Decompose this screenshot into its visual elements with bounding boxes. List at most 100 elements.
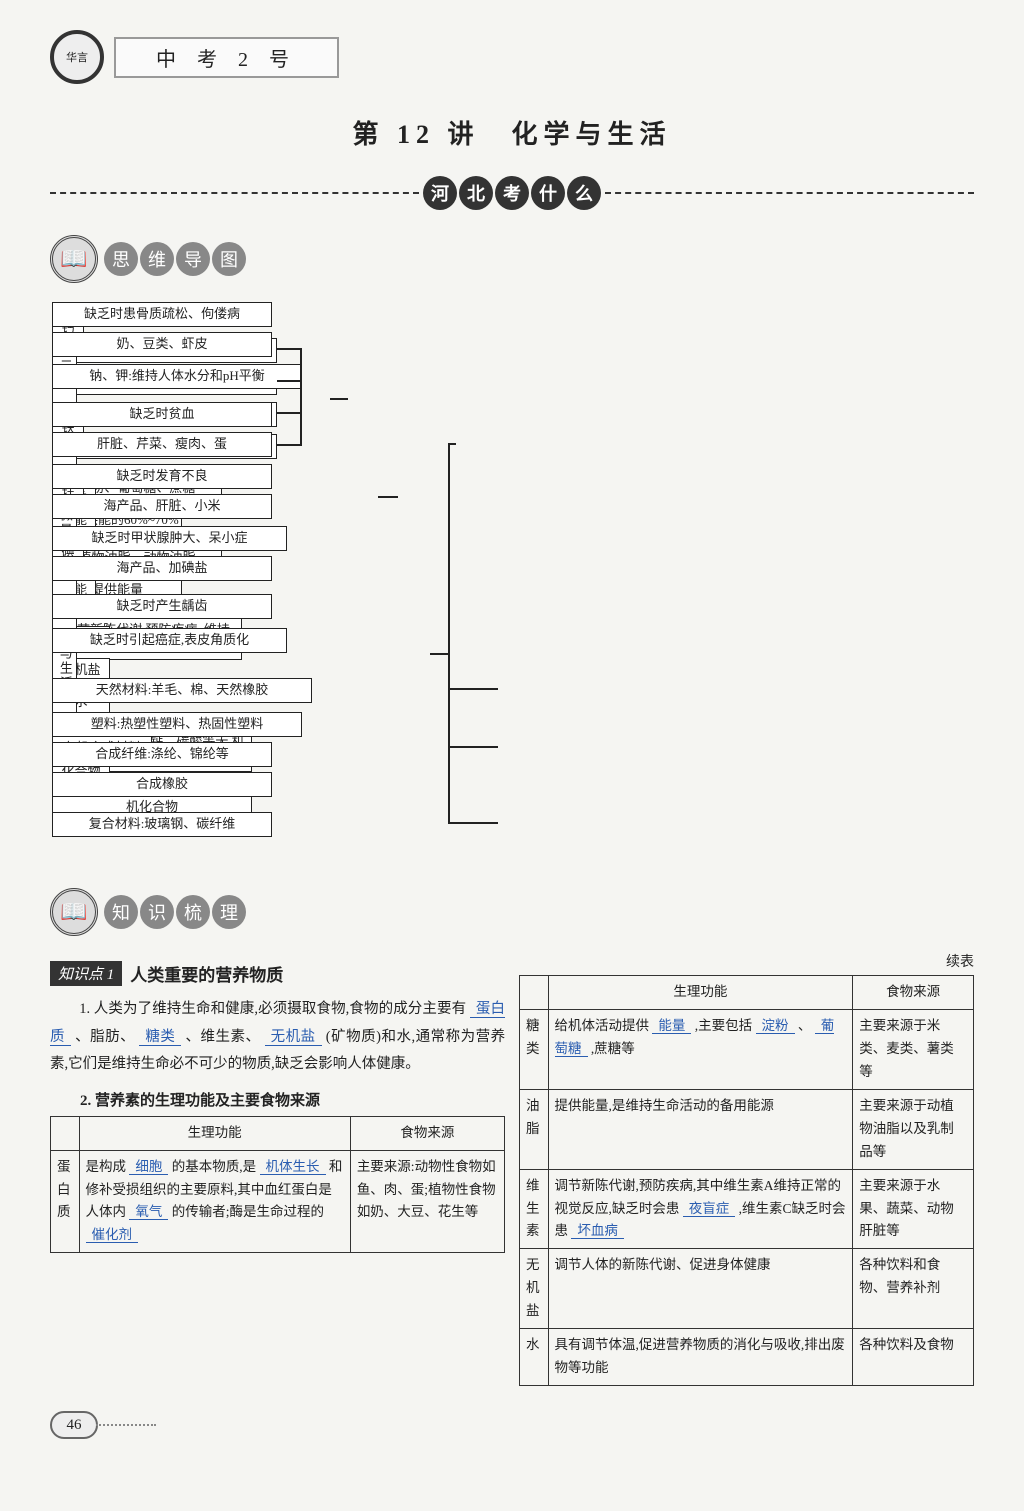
table-row: 生理功能 食物来源 [51, 1116, 505, 1150]
node: 缺乏时贫血 [52, 402, 272, 427]
cell-source: 主要来源:动物性食物如鱼、肉、蛋;植物性食物如奶、大豆、花生等 [350, 1150, 504, 1253]
blank-nightblind: 夜盲症 [683, 1201, 736, 1217]
blank-salt: 无机盐 [265, 1029, 322, 1046]
cell-source: 主要来源于动植物油脂以及乳制品等 [853, 1089, 974, 1169]
banner-char: 河 [423, 176, 457, 210]
text: 给机体活动提供 [555, 1018, 650, 1033]
banner-char: 么 [567, 176, 601, 210]
sub-char: 知 [104, 895, 138, 929]
blank-catalyst: 催化剂 [86, 1227, 139, 1243]
page-number: 46 [50, 1411, 98, 1439]
node: 塑料:热塑性塑料、热固性塑料 [52, 712, 302, 737]
left-column: 知识点 1 人类重要的营养物质 1. 人类为了维持生命和健康,必须摄取食物,食物… [50, 951, 505, 1386]
th-function: 生理功能 [79, 1116, 350, 1150]
mindmap-diagram: 血红蛋白——人体内氧气的传输者 酶——生命过程中的催化剂 提供能量 蛋白质的变性… [52, 298, 972, 868]
node: 合成橡胶 [52, 772, 272, 797]
table-row: 蛋白质 是构成 细胞 的基本物质,是 机体生长 和修补受损组织的主要原料,其中血… [51, 1150, 505, 1253]
sub-char: 导 [176, 242, 210, 276]
node: 缺乏时引起癌症,表皮角质化 [52, 628, 287, 653]
text: ,主要包括 [695, 1018, 752, 1033]
dash-line-left [50, 192, 419, 194]
continued-label: 续表 [519, 951, 974, 971]
cell-source: 主要来源于水果、蔬菜、动物肝脏等 [853, 1169, 974, 1249]
cell-function: 调节新陈代谢,预防疾病,其中维生素A维持正常的视觉反应,缺乏时会患 夜盲症 ,维… [548, 1169, 853, 1249]
sub-char: 梳 [176, 895, 210, 929]
node: 钠、钾:维持人体水分和pH平衡 [52, 364, 302, 389]
cell-function: 是构成 细胞 的基本物质,是 机体生长 和修补受损组织的主要原料,其中血红蛋白是… [79, 1150, 350, 1253]
kp-title: 人类重要的营养物质 [130, 961, 283, 986]
blank-sugar: 糖类 [139, 1029, 181, 1046]
table-row: 水 具有调节体温,促进营养物质的消化与吸收,排出废物等功能 各种饮料及食物 [520, 1329, 974, 1386]
header-bar: 华言 中 考 2 号 [50, 30, 974, 84]
node: 合成纤维:涤纶、锦纶等 [52, 742, 272, 767]
blank-starch: 淀粉 [756, 1018, 795, 1034]
cell-function: 提供能量,是维持生命活动的备用能源 [548, 1089, 853, 1169]
text: 、脂肪、 [75, 1029, 135, 1045]
header-title-box: 中 考 2 号 [114, 37, 339, 78]
node: 缺乏时甲状腺肿大、呆小症 [52, 526, 287, 551]
text: 、维生素、 [185, 1029, 260, 1045]
text: 1. 人类为了维持生命和健康,必须摄取食物,食物的成分主要有 [79, 1001, 466, 1017]
cell-source: 各种饮料和食物、营养补剂 [853, 1249, 974, 1329]
blank-growth: 机体生长 [260, 1159, 326, 1175]
blank-energy: 能量 [652, 1018, 691, 1034]
main-title: 第 12 讲 化学与生活 [50, 114, 974, 151]
sub-char: 图 [212, 242, 246, 276]
nutrition-table-left: 生理功能 食物来源 蛋白质 是构成 细胞 的基本物质,是 机体生长 和修补受损组… [50, 1116, 505, 1254]
row-label-mineral: 无机盐 [520, 1249, 549, 1329]
book-icon: 📖 [50, 235, 98, 283]
th-source: 食物来源 [350, 1116, 504, 1150]
th-source: 食物来源 [853, 976, 974, 1010]
sub-banner-mindmap: 📖 思 维 导 图 [50, 235, 974, 283]
blank-cell: 细胞 [129, 1159, 168, 1175]
cell-source: 主要来源于米类、麦类、薯类等 [853, 1009, 974, 1089]
text: 的传输者;酶是生命过程的 [172, 1204, 324, 1219]
text: 、 [798, 1018, 812, 1033]
row-label-fat: 油脂 [520, 1089, 549, 1169]
node: 缺乏时发育不良 [52, 464, 272, 489]
node: 天然材料:羊毛、棉、天然橡胶 [52, 678, 312, 703]
text: 的基本物质,是 [172, 1159, 256, 1174]
sub-char: 维 [140, 242, 174, 276]
node: 缺乏时产生龋齿 [52, 594, 272, 619]
two-column-content: 知识点 1 人类重要的营养物质 1. 人类为了维持生命和健康,必须摄取食物,食物… [50, 951, 974, 1386]
logo-icon: 华言 [50, 30, 104, 84]
nutrition-table-right: 生理功能 食物来源 糖类 给机体活动提供 能量 ,主要包括 淀粉 、 葡萄糖 ,… [519, 975, 974, 1386]
node: 复合材料:玻璃钢、碳纤维 [52, 812, 272, 837]
node: 奶、豆类、虾皮 [52, 332, 272, 357]
kp-heading: 知识点 1 人类重要的营养物质 [50, 961, 505, 986]
text: ,蔗糖等 [591, 1041, 635, 1056]
row-label-vitamin: 维生素 [520, 1169, 549, 1249]
sub-banner-review: 📖 知 识 梳 理 [50, 888, 974, 936]
banner-char: 考 [495, 176, 529, 210]
table-row: 维生素 调节新陈代谢,预防疾病,其中维生素A维持正常的视觉反应,缺乏时会患 夜盲… [520, 1169, 974, 1249]
node: 缺乏时患骨质疏松、佝偻病 [52, 302, 272, 327]
banner-chars: 河 北 考 什 么 [423, 176, 601, 210]
table-row: 油脂 提供能量,是维持生命活动的备用能源 主要来源于动植物油脂以及乳制品等 [520, 1089, 974, 1169]
book-icon: 📖 [50, 888, 98, 936]
sub-char: 理 [212, 895, 246, 929]
sub-char: 识 [140, 895, 174, 929]
banner-char: 什 [531, 176, 565, 210]
banner-char: 北 [459, 176, 493, 210]
table-row: 生理功能 食物来源 [520, 976, 974, 1010]
row-label-sugar: 糖类 [520, 1009, 549, 1089]
blank-oxygen: 氧气 [129, 1204, 168, 1220]
table-row: 无机盐 调节人体的新陈代谢、促进身体健康 各种饮料和食物、营养补剂 [520, 1249, 974, 1329]
paragraph: 1. 人类为了维持生命和健康,必须摄取食物,食物的成分主要有 蛋白质 、脂肪、 … [50, 996, 505, 1079]
dash-line-right [605, 192, 974, 194]
row-label-protein: 蛋白质 [51, 1150, 80, 1253]
kp-tag: 知识点 1 [50, 961, 122, 986]
table-row: 糖类 给机体活动提供 能量 ,主要包括 淀粉 、 葡萄糖 ,蔗糖等 主要来源于米… [520, 1009, 974, 1089]
blank-scurvy: 坏血病 [571, 1223, 624, 1239]
th-function: 生理功能 [548, 976, 853, 1010]
cell-function: 给机体活动提供 能量 ,主要包括 淀粉 、 葡萄糖 ,蔗糖等 [548, 1009, 853, 1089]
mini-title: 2. 营养素的生理功能及主要食物来源 [50, 1089, 505, 1110]
text: 是构成 [86, 1159, 127, 1174]
node: 海产品、加碘盐 [52, 556, 272, 581]
cell-function: 具有调节体温,促进营养物质的消化与吸收,排出废物等功能 [548, 1329, 853, 1386]
sub-char: 思 [104, 242, 138, 276]
section-banner: 河 北 考 什 么 [50, 176, 974, 210]
cell-function: 调节人体的新陈代谢、促进身体健康 [548, 1249, 853, 1329]
node: 海产品、肝脏、小米 [52, 494, 272, 519]
